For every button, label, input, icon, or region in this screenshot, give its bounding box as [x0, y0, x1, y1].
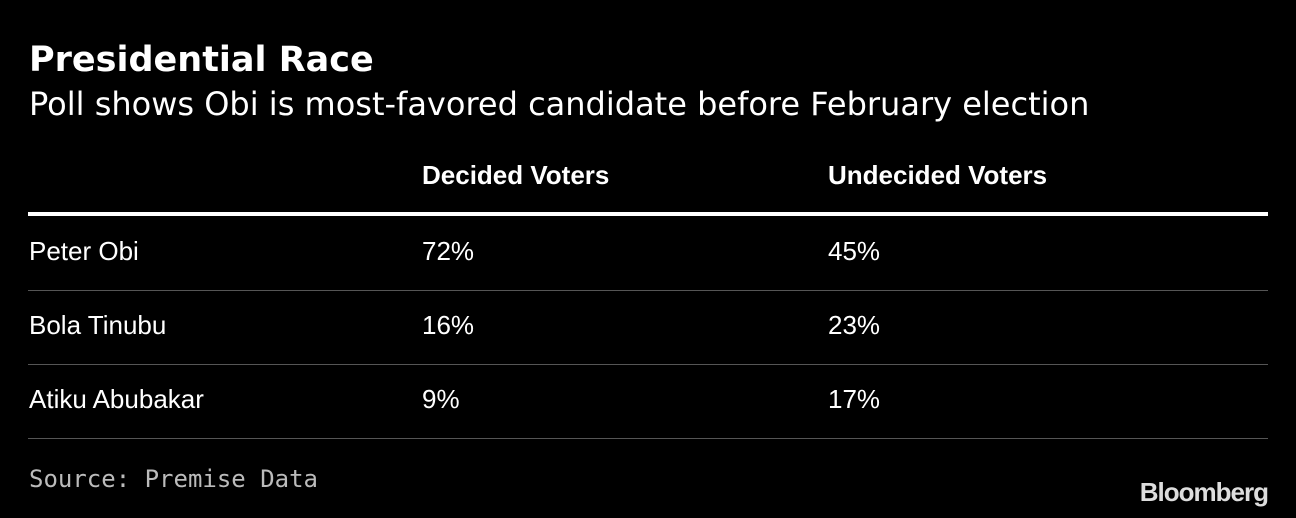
column-header: Decided Voters [422, 160, 610, 190]
row-label: Bola Tinubu [29, 310, 167, 340]
title: Presidential Race [29, 40, 374, 80]
cell: 17% [828, 384, 881, 414]
row-rule [28, 290, 1268, 291]
cell: 72% [422, 236, 475, 266]
row-label: Peter Obi [29, 236, 139, 266]
header-rule [28, 212, 1268, 216]
row-label: Atiku Abubakar [29, 384, 204, 414]
row-rule [28, 364, 1268, 365]
logo: Bloomberg [1139, 477, 1269, 507]
column-header: Undecided Voters [828, 160, 1048, 190]
cell: 9% [422, 384, 460, 414]
cell: 16% [422, 310, 475, 340]
row-rule [28, 438, 1268, 439]
source: Source: Premise Data [29, 465, 318, 493]
cell: 45% [828, 236, 881, 266]
subtitle: Poll shows Obi is most-favored candidate… [29, 85, 1090, 123]
cell: 23% [828, 310, 881, 340]
